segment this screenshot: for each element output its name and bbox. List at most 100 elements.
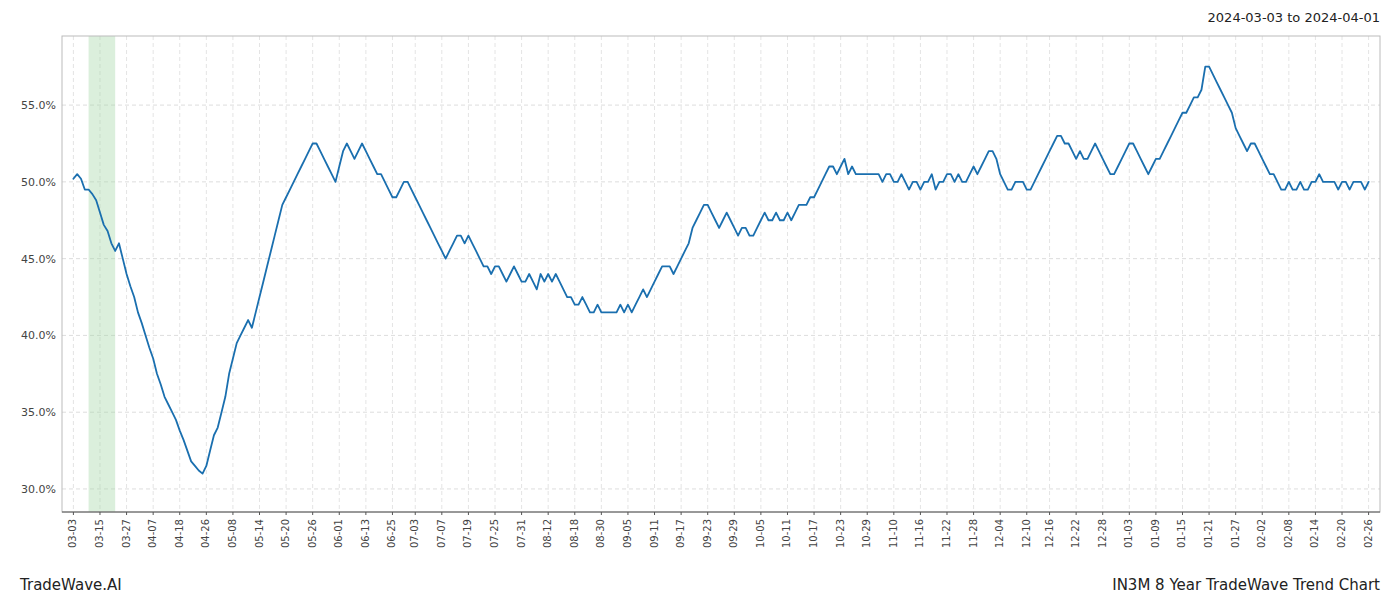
x-grid-line bbox=[312, 36, 313, 512]
shaded-range bbox=[89, 36, 116, 512]
x-grid-line bbox=[286, 36, 287, 512]
x-tick-label: 12-16 bbox=[1044, 519, 1055, 548]
x-grid-line bbox=[973, 36, 974, 512]
x-grid-line bbox=[1368, 36, 1369, 512]
y-tick-label: 50.0% bbox=[21, 176, 56, 189]
x-grid-line bbox=[153, 36, 154, 512]
x-tick bbox=[548, 512, 549, 515]
x-tick-label: 05-08 bbox=[227, 519, 238, 548]
x-grid-line bbox=[893, 36, 894, 512]
x-tick-label: 04-07 bbox=[147, 519, 158, 548]
x-tick bbox=[259, 512, 260, 515]
x-grid-line bbox=[521, 36, 522, 512]
plot-area bbox=[73, 36, 1368, 512]
x-tick bbox=[179, 512, 180, 515]
x-tick bbox=[1182, 512, 1183, 515]
y-tick-label: 30.0% bbox=[21, 483, 56, 496]
x-tick-label: 01-15 bbox=[1176, 519, 1187, 548]
x-grid-line bbox=[495, 36, 496, 512]
x-tick-label: 09-11 bbox=[649, 519, 660, 548]
title: IN3M 8 Year TradeWave Trend Chart bbox=[1112, 576, 1380, 594]
x-tick-label: 08-30 bbox=[595, 519, 606, 548]
x-tick-label: 03-27 bbox=[121, 519, 132, 548]
x-tick-label: 05-20 bbox=[280, 519, 291, 548]
x-grid-line bbox=[1342, 36, 1343, 512]
x-grid-line bbox=[681, 36, 682, 512]
x-grid-line bbox=[1315, 36, 1316, 512]
x-tick bbox=[654, 512, 655, 515]
x-grid-line bbox=[814, 36, 815, 512]
x-tick bbox=[973, 512, 974, 515]
x-grid-line bbox=[946, 36, 947, 512]
x-tick bbox=[1209, 512, 1210, 515]
x-tick bbox=[601, 512, 602, 515]
x-tick bbox=[206, 512, 207, 515]
x-grid-line bbox=[232, 36, 233, 512]
x-tick bbox=[1049, 512, 1050, 515]
x-grid-line bbox=[1209, 36, 1210, 512]
x-tick-label: 07-03 bbox=[409, 519, 420, 548]
x-tick bbox=[153, 512, 154, 515]
x-tick-label: 05-26 bbox=[307, 519, 318, 548]
x-tick-label: 06-01 bbox=[333, 519, 344, 548]
x-grid-line bbox=[707, 36, 708, 512]
x-grid-line bbox=[179, 36, 180, 512]
x-tick bbox=[286, 512, 287, 515]
x-tick-label: 09-23 bbox=[702, 519, 713, 548]
x-tick-label: 11-22 bbox=[941, 519, 952, 548]
x-tick bbox=[232, 512, 233, 515]
x-tick-label: 09-29 bbox=[728, 519, 739, 548]
x-tick-label: 01-21 bbox=[1203, 519, 1214, 548]
x-tick bbox=[415, 512, 416, 515]
x-grid-line bbox=[392, 36, 393, 512]
x-tick-label: 07-25 bbox=[489, 519, 500, 548]
x-tick bbox=[1342, 512, 1343, 515]
x-tick bbox=[521, 512, 522, 515]
y-tick-label: 35.0% bbox=[21, 406, 56, 419]
x-tick-label: 04-26 bbox=[200, 519, 211, 548]
x-tick-label: 02-08 bbox=[1283, 519, 1294, 548]
x-grid-line bbox=[1102, 36, 1103, 512]
x-tick bbox=[787, 512, 788, 515]
x-grid-line bbox=[73, 36, 74, 512]
x-tick-label: 01-27 bbox=[1230, 519, 1241, 548]
plot-frame bbox=[62, 36, 1380, 512]
x-tick bbox=[1076, 512, 1077, 515]
x-tick-label: 07-07 bbox=[436, 519, 447, 548]
x-tick bbox=[1129, 512, 1130, 515]
x-grid-line bbox=[339, 36, 340, 512]
x-grid-line bbox=[840, 36, 841, 512]
x-tick bbox=[468, 512, 469, 515]
x-tick bbox=[339, 512, 340, 515]
x-grid-line bbox=[1026, 36, 1027, 512]
x-grid-line bbox=[574, 36, 575, 512]
x-tick-label: 07-19 bbox=[462, 519, 473, 548]
x-grid-line bbox=[920, 36, 921, 512]
x-axis: 03-0303-1503-2704-0704-1804-2605-0805-14… bbox=[67, 512, 1373, 548]
x-grid-line bbox=[1182, 36, 1183, 512]
x-tick-label: 11-16 bbox=[914, 519, 925, 548]
x-tick-label: 11-10 bbox=[888, 519, 899, 548]
x-tick bbox=[893, 512, 894, 515]
x-tick-label: 10-11 bbox=[781, 519, 792, 548]
x-tick bbox=[1368, 512, 1369, 515]
x-tick bbox=[441, 512, 442, 515]
x-grid-line bbox=[1076, 36, 1077, 512]
x-tick bbox=[495, 512, 496, 515]
x-tick-label: 11-28 bbox=[968, 519, 979, 548]
x-tick-label: 10-17 bbox=[808, 519, 819, 548]
y-grid-line bbox=[62, 105, 1380, 106]
x-tick bbox=[99, 512, 100, 515]
x-tick bbox=[1288, 512, 1289, 515]
y-tick-label: 55.0% bbox=[21, 99, 56, 112]
x-grid-line bbox=[415, 36, 416, 512]
x-tick-label: 02-20 bbox=[1336, 519, 1347, 548]
y-grid-line bbox=[62, 181, 1380, 182]
y-tick-label: 45.0% bbox=[21, 253, 56, 266]
x-tick-label: 08-18 bbox=[569, 519, 580, 548]
x-tick-label: 06-25 bbox=[386, 519, 397, 548]
x-tick-label: 04-18 bbox=[174, 519, 185, 548]
x-grid-line bbox=[1288, 36, 1289, 512]
x-tick bbox=[1235, 512, 1236, 515]
x-grid-line bbox=[259, 36, 260, 512]
